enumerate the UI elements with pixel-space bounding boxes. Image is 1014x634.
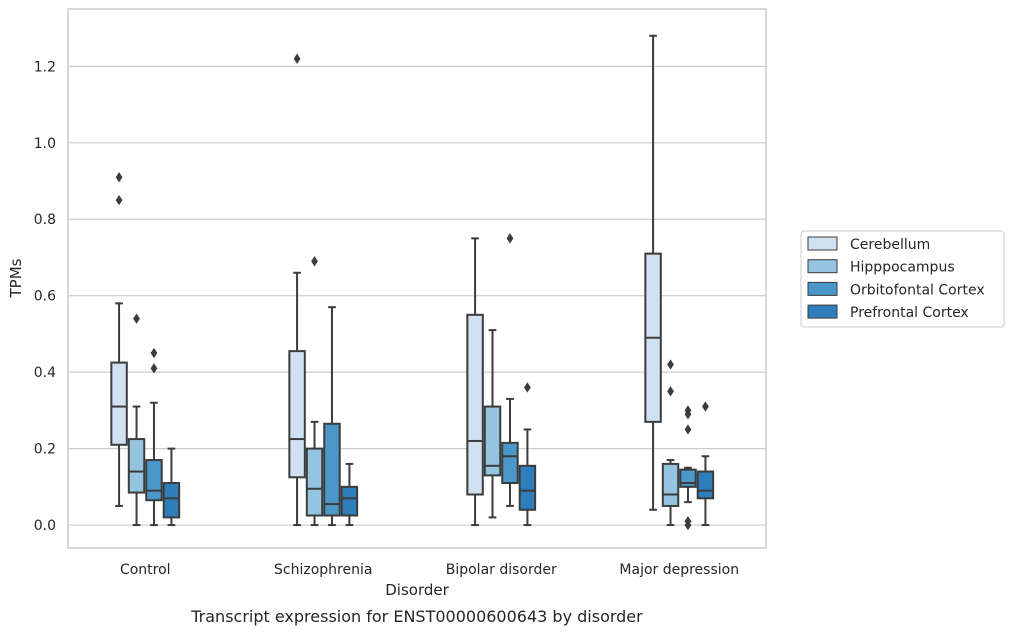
outlier-point [667,386,674,397]
y-tick-label: 0.0 [34,518,56,534]
legend-swatch [807,236,838,251]
box-iqr [501,441,519,485]
box-hipppocampus [661,359,680,527]
box-prefrontal-cortex [696,401,715,527]
box-iqr [288,350,306,479]
legend-item[interactable]: Cerebellum [807,236,930,253]
box-cerebellum [288,53,306,527]
x-axis-label: Disorder [385,581,449,599]
x-tick-label: Schizophrenia [274,562,372,578]
x-tick-label: Bipolar disorder [446,562,557,578]
legend-items: Cerebellum Hipppocampus Orbitofontal Corte… [807,236,985,321]
box-iqr [466,313,484,496]
legend-label: Prefrontal Cortex [850,305,969,321]
outlier-point [150,363,158,374]
box-iqr [483,405,502,477]
y-tick-label: 0.6 [34,289,56,305]
box-prefrontal-cortex [518,382,537,527]
chart-caption: Transcript expression for ENST0000060064… [190,607,643,626]
box-orbitofontal-cortex [501,233,519,507]
box-iqr [323,422,341,517]
outlier-point [506,233,514,244]
box-iqr [127,438,146,494]
legend-swatch [807,304,838,319]
box-iqr [145,459,163,502]
grid-lines [68,65,766,526]
legend-frame [800,230,1005,328]
box-series [110,34,715,531]
box-cerebellum [466,237,484,527]
box-iqr [518,464,537,511]
box-cerebellum [110,172,128,507]
box-iqr [110,361,128,446]
box-iqr [661,462,680,507]
legend[interactable]: Cerebellum Hipppocampus Orbitofontal Corte… [800,230,1005,328]
outlier-point [524,382,531,393]
box-hipppocampus [127,313,146,527]
box-iqr [340,485,359,517]
box-iqr [305,447,324,517]
box-orbitofontal-cortex [679,405,697,531]
outlier-point [684,405,692,416]
y-tick-label: 0.8 [34,212,56,228]
y-tick-labels: 0.0 0.2 0.4 0.6 0.8 1.0 1.2 [34,59,56,534]
y-axis-label: TPMs [7,258,25,298]
box-hipppocampus [483,329,502,519]
box-hipppocampus [305,256,324,527]
legend-swatch [807,281,838,296]
outlier-point [702,401,709,412]
box-prefrontal-cortex [340,462,359,527]
y-tick-label: 1.2 [34,59,56,75]
box-iqr [696,470,715,500]
x-tick-labels: Control Schizophrenia Bipolar disorder Majo… [120,562,739,578]
plot-frame [67,8,767,549]
outlier-point [684,424,692,435]
y-tick-label: 0.2 [34,442,56,458]
outlier-point [150,347,158,359]
legend-label: Hipppocampus [850,260,955,276]
outlier-point [311,256,318,267]
legend-label: Cerebellum [850,237,930,253]
box-iqr [679,468,697,488]
outlier-point [667,359,674,370]
x-tick-label: Control [120,562,171,578]
outlier-point [115,172,123,183]
outlier-point [293,53,301,64]
outlier-point [115,194,123,206]
box-cerebellum [644,34,662,511]
legend-item[interactable]: Hipppocampus [807,259,955,276]
legend-item[interactable]: Prefrontal Cortex [807,304,969,321]
legend-label: Orbitofontal Cortex [850,282,985,298]
outlier-point [684,516,692,527]
legend-item[interactable]: Orbitofontal Cortex [807,281,985,298]
y-tick-label: 1.0 [34,136,56,152]
y-tick-label: 0.4 [34,365,56,381]
x-tick-label: Major depression [619,562,739,578]
outlier-point [133,313,140,324]
box-orbitofontal-cortex [145,347,163,527]
legend-swatch [807,259,838,274]
box-iqr [162,482,181,519]
box-prefrontal-cortex [162,447,181,527]
box-orbitofontal-cortex [323,306,341,527]
